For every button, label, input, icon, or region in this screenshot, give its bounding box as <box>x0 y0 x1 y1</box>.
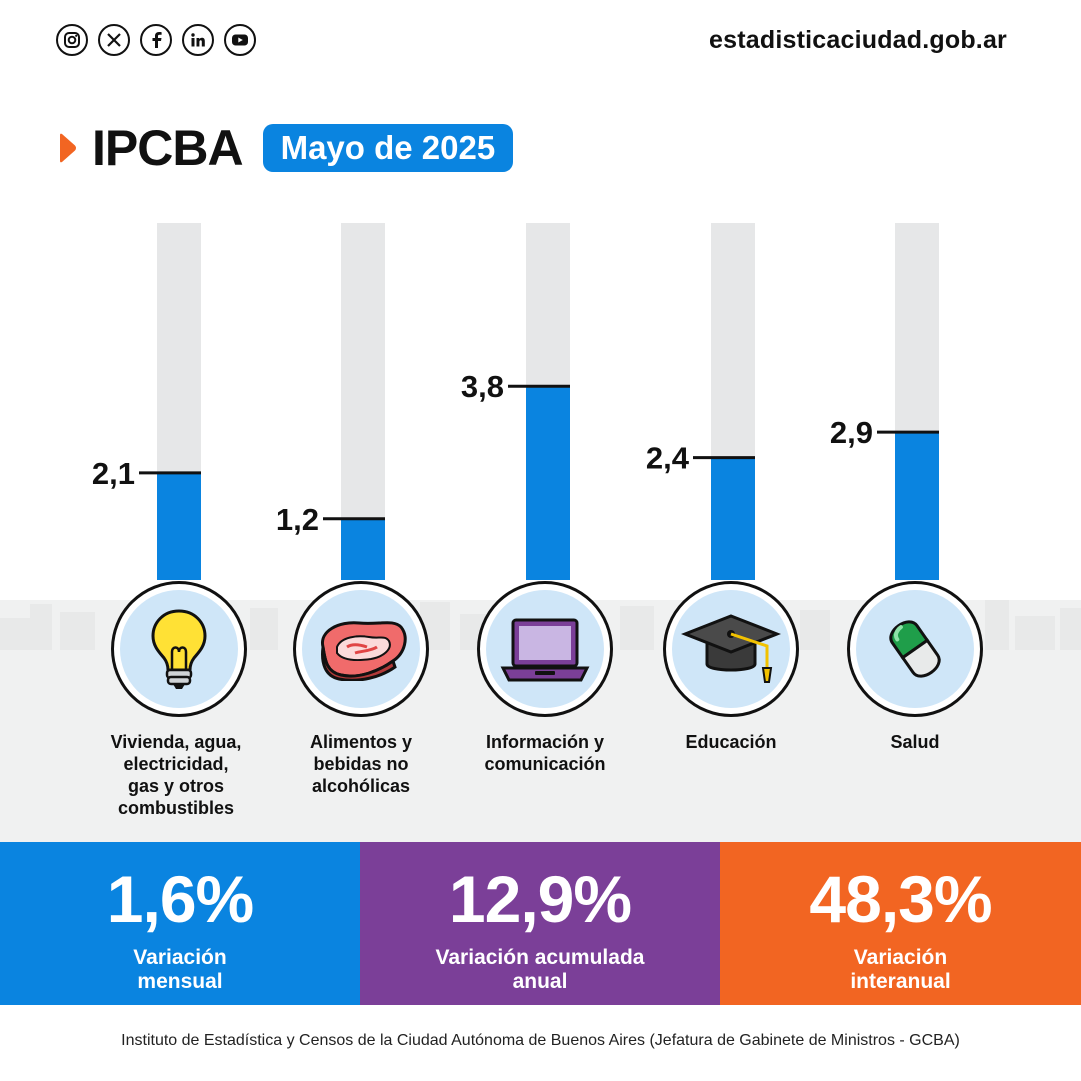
bar <box>341 518 385 580</box>
laptop-icon <box>500 618 590 682</box>
stat-label: Variación acumulada anual <box>435 946 645 993</box>
x-icon[interactable] <box>98 24 130 56</box>
stat-value: 1,6% <box>106 862 254 936</box>
stat-value: 48,3% <box>809 862 992 936</box>
skyline-decoration <box>0 600 1081 650</box>
stat-monthly: 1,6% Variación mensual <box>0 842 360 1005</box>
value-label: 1,2 <box>276 502 319 537</box>
graduation-cap-icon <box>681 614 781 683</box>
lightbulb-icon <box>151 609 207 689</box>
meat-icon <box>321 621 407 681</box>
pill-icon <box>889 620 941 678</box>
instagram-icon[interactable] <box>56 24 88 56</box>
category-icon-circle <box>847 581 983 717</box>
website-link[interactable]: estadisticaciudad.gob.ar <box>709 26 1007 54</box>
period-badge: Mayo de 2025 <box>262 124 514 172</box>
category-label-informacion: Información y comunicación <box>484 732 606 774</box>
category-icon-circle <box>293 581 429 717</box>
stat-yearly: 48,3% Variación interanual <box>720 842 1081 1005</box>
page-title: IPCBA <box>92 120 244 176</box>
category-label-vivienda: Vivienda, agua, electricidad, gas y otros… <box>110 732 242 818</box>
bar <box>526 386 570 580</box>
title-arrow-icon <box>60 133 76 163</box>
linkedin-icon[interactable] <box>182 24 214 56</box>
stat-label: Variación interanual <box>850 946 951 993</box>
stat-value: 12,9% <box>448 862 632 936</box>
youtube-icon[interactable] <box>224 24 256 56</box>
category-label-alimentos: Alimentos y bebidas no alcohólicas <box>309 732 413 796</box>
category-label-salud: Salud <box>890 732 940 752</box>
category-icon-circle <box>477 581 613 717</box>
social-icons <box>56 24 256 56</box>
bar <box>711 457 755 580</box>
bar <box>157 472 201 580</box>
bar-chart: 2,1 1,2 3,8 2,4 2,9 <box>92 223 939 580</box>
category-icon-circle <box>111 581 247 717</box>
value-label: 2,1 <box>92 456 135 491</box>
value-label: 2,4 <box>646 441 690 476</box>
value-label: 3,8 <box>461 369 504 404</box>
footer-source: Instituto de Estadística y Censos de la … <box>121 1032 960 1049</box>
stat-cumulative: 12,9% Variación acumulada anual <box>360 842 720 1005</box>
title-row: IPCBA Mayo de 2025 <box>58 120 514 176</box>
stat-label: Variación mensual <box>133 946 227 993</box>
summary-stats: 1,6% Variación mensual 12,9% Variación ac… <box>0 842 1081 1005</box>
facebook-icon[interactable] <box>140 24 172 56</box>
category-icon-circle <box>663 581 799 717</box>
bar <box>895 432 939 580</box>
value-label: 2,9 <box>830 415 873 450</box>
category-label-educacion: Educación <box>685 732 777 752</box>
